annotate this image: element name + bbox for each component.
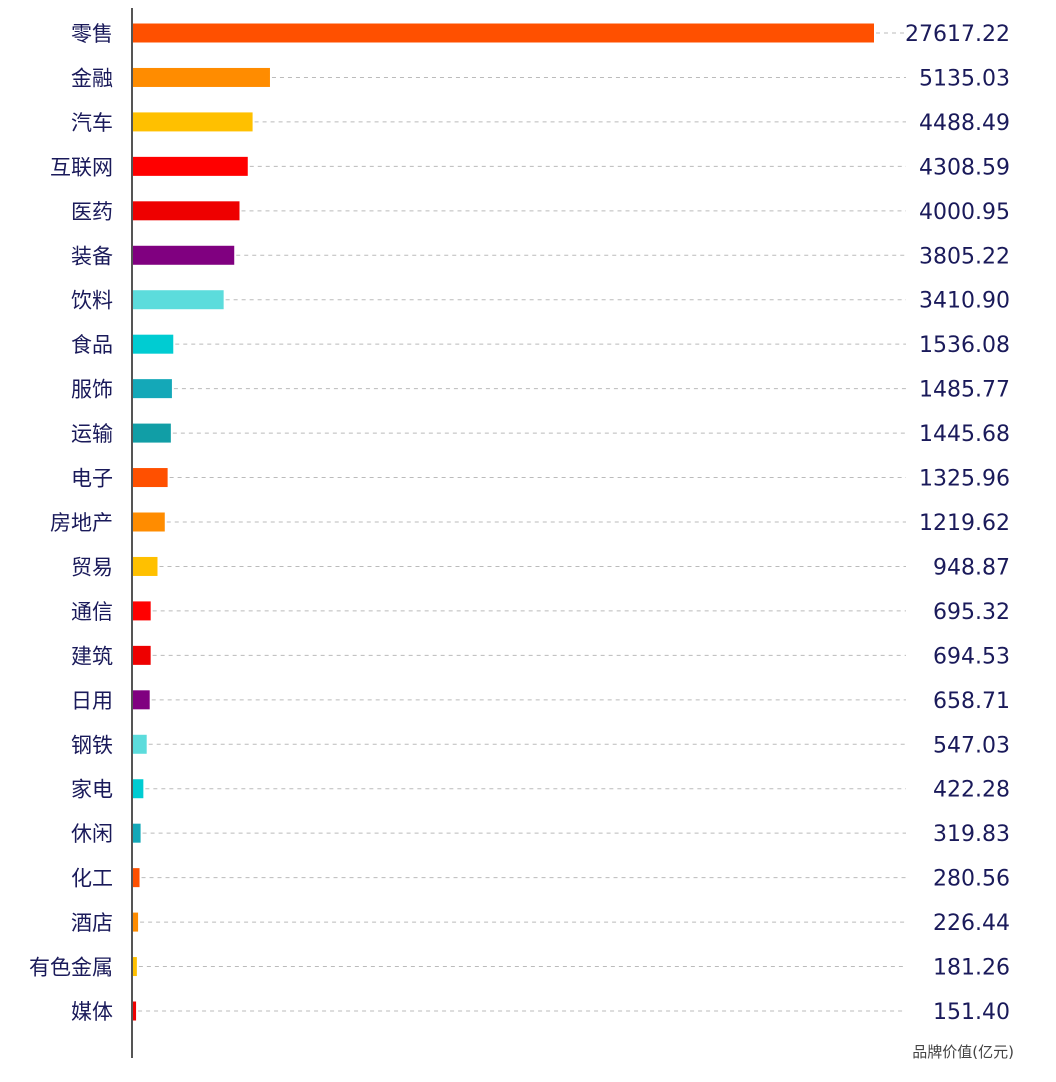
category-label: 通信 [71, 600, 113, 624]
data-label: 27617.22 [905, 22, 1010, 47]
bar [132, 957, 137, 977]
category-label: 电子 [71, 467, 113, 491]
bar [132, 112, 253, 132]
category-label: 媒体 [71, 1000, 113, 1024]
data-label: 4000.95 [919, 200, 1010, 225]
data-label: 5135.03 [919, 66, 1010, 91]
bar [132, 690, 150, 710]
category-label: 建筑 [71, 644, 113, 668]
bar [132, 1001, 137, 1021]
bar [132, 334, 174, 354]
data-label: 3410.90 [919, 289, 1010, 314]
category-label: 房地产 [50, 511, 113, 535]
category-label: 医药 [71, 200, 113, 224]
data-label: 1536.08 [919, 333, 1010, 358]
category-label: 装备 [71, 244, 113, 268]
category-label: 服饰 [71, 378, 113, 402]
bar [132, 512, 165, 532]
data-label: 226.44 [933, 911, 1010, 936]
bar [132, 156, 248, 176]
bar [132, 379, 172, 399]
category-label: 钢铁 [71, 733, 113, 757]
category-label: 金融 [71, 66, 113, 90]
bar [132, 823, 141, 843]
bar [132, 423, 171, 443]
category-label: 贸易 [71, 555, 113, 579]
bar [132, 912, 139, 932]
data-label: 547.03 [933, 733, 1010, 758]
category-label: 运输 [71, 422, 113, 446]
category-label: 酒店 [71, 911, 113, 935]
bar [132, 645, 151, 665]
data-label: 151.40 [933, 1000, 1010, 1025]
data-label: 1485.77 [919, 378, 1010, 403]
bar [132, 734, 147, 754]
data-label: 694.53 [933, 644, 1010, 669]
data-label: 4488.49 [919, 111, 1010, 136]
data-label: 319.83 [933, 822, 1010, 847]
category-label: 休闲 [71, 822, 113, 846]
category-label: 零售 [71, 22, 113, 46]
bar [132, 245, 235, 265]
data-label: 4308.59 [919, 155, 1010, 180]
data-label: 695.32 [933, 600, 1010, 625]
category-label: 化工 [71, 867, 113, 891]
bar [132, 601, 151, 621]
bar [132, 201, 240, 221]
bar [132, 23, 874, 43]
bar [132, 468, 168, 488]
data-label: 1325.96 [919, 467, 1010, 492]
unit-label: 品牌价值(亿元) [912, 1043, 1014, 1061]
data-label: 1219.62 [919, 511, 1010, 536]
bar [132, 868, 140, 888]
bar [132, 779, 144, 799]
category-label: 有色金属 [29, 956, 113, 980]
data-label: 1445.68 [919, 422, 1010, 447]
bar [132, 67, 270, 87]
bar [132, 290, 224, 310]
data-label: 181.26 [933, 956, 1010, 981]
category-label: 食品 [71, 333, 113, 357]
category-label: 家电 [71, 778, 113, 802]
category-label: 汽车 [71, 111, 113, 135]
data-label: 658.71 [933, 689, 1010, 714]
data-label: 948.87 [933, 555, 1010, 580]
data-label: 3805.22 [919, 244, 1010, 269]
category-label: 日用 [71, 689, 113, 713]
data-label: 280.56 [933, 867, 1010, 892]
category-label: 饮料 [71, 289, 113, 313]
data-label: 422.28 [933, 778, 1010, 803]
category-label: 互联网 [50, 155, 113, 179]
bar [132, 556, 158, 576]
